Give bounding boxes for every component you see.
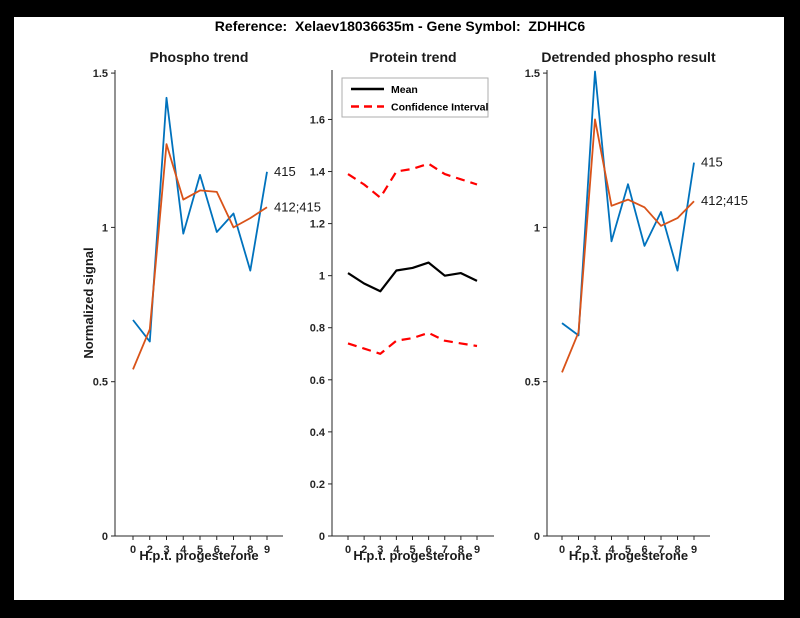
series-line-confidence-interval-lower <box>347 331 478 355</box>
x-tick-label: 8 <box>674 544 680 556</box>
y-tick-label: 0.8 <box>310 323 325 335</box>
x-tick-label: 8 <box>458 544 464 556</box>
x-tick-label: 2 <box>147 544 153 556</box>
y-tick-label: 0.2 <box>310 479 325 491</box>
y-tick-label: 0 <box>319 531 325 543</box>
y-tick-label: 0 <box>102 531 108 543</box>
x-tick-label: 3 <box>163 544 169 556</box>
x-tick-label: 9 <box>264 544 270 556</box>
series-line-412-415 <box>561 118 695 373</box>
y-tick-label: 1 <box>319 271 325 283</box>
series-line-mean <box>347 261 478 293</box>
x-tick-label: 4 <box>180 544 187 556</box>
x-tick-label: 7 <box>230 544 236 556</box>
x-tick-label: 0 <box>559 544 565 556</box>
x-tick-label: 5 <box>625 544 631 556</box>
y-tick-label: 1 <box>534 222 540 234</box>
x-tick-label: 3 <box>592 544 598 556</box>
x-tick-label: 0 <box>345 544 351 556</box>
series-line-412-415 <box>132 143 268 370</box>
y-tick-label: 0.6 <box>310 375 325 387</box>
chart-1: 00.20.40.60.811.21.41.60 2 3 4 5 6 7 8 9MeanConf… <box>310 70 494 556</box>
y-tick-label: 1.5 <box>93 68 108 80</box>
y-tick-label: 0 <box>534 531 540 543</box>
subplot-title-phospho-trend: Phospho trend <box>149 49 249 65</box>
axes <box>114 70 283 537</box>
x-tick-label: 0 <box>130 544 136 556</box>
series-end-label: 415 <box>274 164 296 179</box>
axes <box>546 70 710 537</box>
x-axis-label-3: H.p.t. progesterone <box>568 548 689 563</box>
x-tick-label: 7 <box>658 544 664 556</box>
subplot-title-detrended-phospho: Detrended phospho result <box>541 49 716 65</box>
series-end-label: 415 <box>701 155 723 170</box>
y-tick-label: 1.5 <box>525 68 540 80</box>
x-tick-label: 9 <box>474 544 480 556</box>
series-end-label: 412;415 <box>274 199 321 214</box>
legend-box <box>341 77 489 118</box>
x-tick-label: 9 <box>691 544 697 556</box>
x-tick-label: 6 <box>641 544 647 556</box>
x-tick-label: 3 <box>377 544 383 556</box>
x-tick-label: 6 <box>214 544 220 556</box>
subplot-title-protein-trend: Protein trend <box>369 49 457 65</box>
figure-title: Reference: Xelaev18036635m - Gene Symbol… <box>214 18 586 34</box>
x-tick-label: 5 <box>197 544 203 556</box>
x-tick-label: 7 <box>442 544 448 556</box>
y-tick-label: 1 <box>102 222 108 234</box>
x-tick-label: 5 <box>409 544 415 556</box>
x-tick-label: 4 <box>393 544 400 556</box>
x-tick-label: 8 <box>247 544 253 556</box>
legend-item-label: Confidence Interval <box>391 102 489 114</box>
y-tick-label: 1.2 <box>310 219 325 231</box>
x-axis-label-1: H.p.t. progesterone <box>139 548 259 563</box>
legend-item-label: Mean <box>391 84 418 96</box>
series-end-label: 412;415 <box>701 193 748 208</box>
y-tick-label: 1.4 <box>310 167 326 179</box>
x-tick-label: 4 <box>608 544 615 556</box>
x-tick-label: 2 <box>575 544 581 556</box>
y-tick-label: 0.4 <box>310 427 326 439</box>
x-tick-label: 2 <box>361 544 367 556</box>
y-tick-label: 0.5 <box>525 377 540 389</box>
y-tick-label: 1.6 <box>310 114 325 126</box>
series-line-415 <box>561 70 695 337</box>
axes <box>331 70 494 537</box>
y-tick-label: 0.5 <box>93 377 108 389</box>
x-tick-label: 6 <box>426 544 432 556</box>
x-axis-label-2: H.p.t. progesterone <box>353 548 473 563</box>
series-line-confidence-interval-upper <box>347 162 478 199</box>
